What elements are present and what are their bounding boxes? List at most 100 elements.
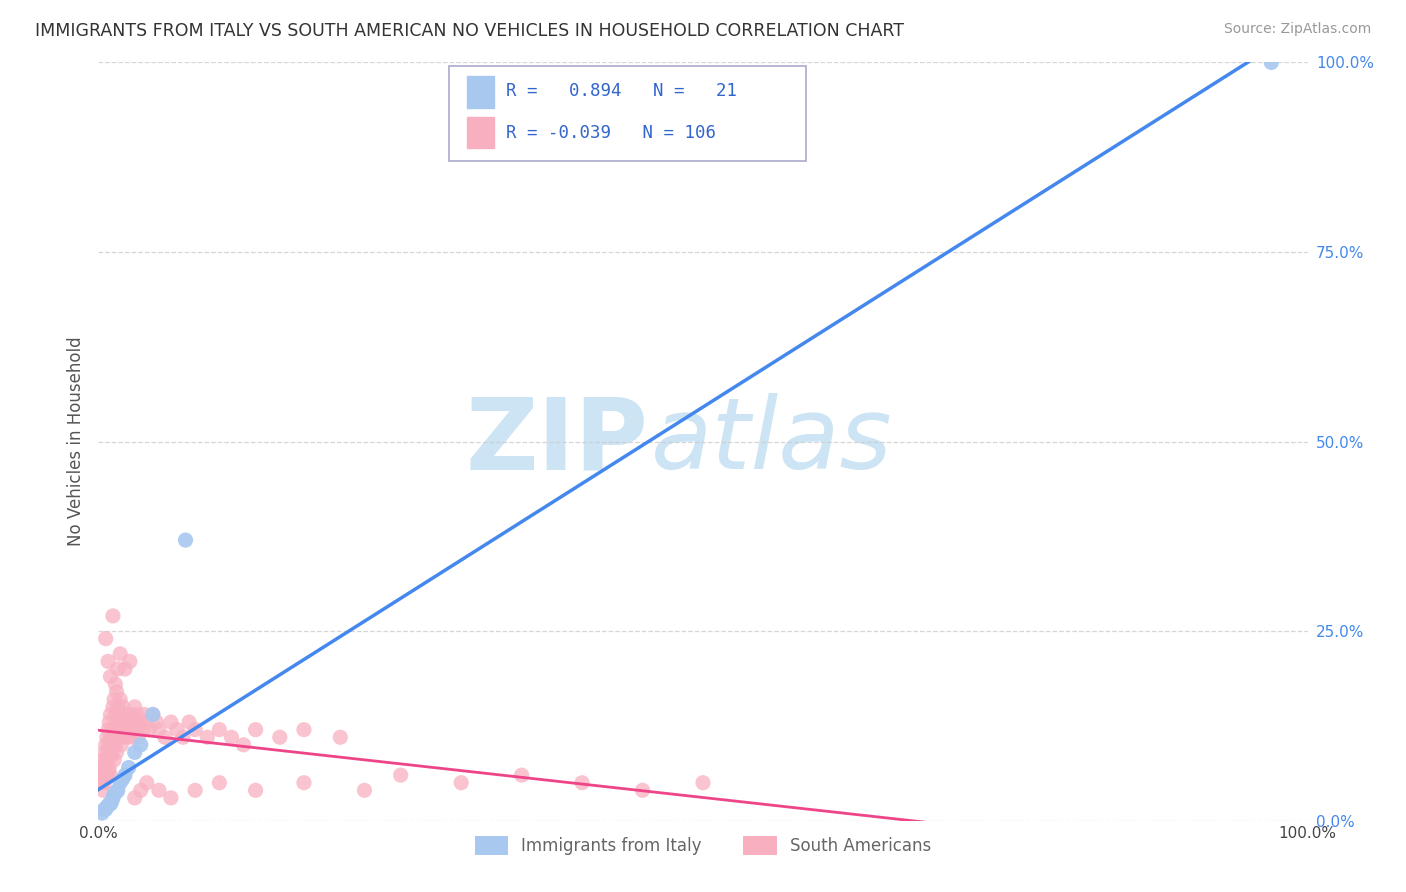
Point <box>179 715 201 730</box>
FancyBboxPatch shape <box>449 66 806 161</box>
Point <box>174 533 197 548</box>
Point <box>108 692 131 706</box>
Point <box>111 772 134 786</box>
Point <box>166 723 188 737</box>
Point <box>93 760 115 774</box>
Point <box>93 776 115 790</box>
Point <box>148 723 170 737</box>
Legend: Immigrants from Italy, South Americans: Immigrants from Italy, South Americans <box>468 829 938 862</box>
Point <box>91 753 114 767</box>
Point <box>172 730 194 744</box>
Point <box>93 802 115 816</box>
Point <box>103 723 125 737</box>
Point <box>184 723 207 737</box>
Point <box>107 662 129 676</box>
Point <box>269 730 291 744</box>
Point <box>104 677 127 691</box>
Point <box>115 707 138 722</box>
Point <box>94 753 117 767</box>
Point <box>124 791 146 805</box>
Point <box>107 699 129 714</box>
Y-axis label: No Vehicles in Household: No Vehicles in Household <box>66 336 84 547</box>
Point <box>100 795 122 809</box>
Point <box>96 800 118 814</box>
Point <box>90 768 112 782</box>
Point <box>105 785 128 799</box>
Text: R =   0.894   N =   21: R = 0.894 N = 21 <box>506 82 737 100</box>
Point <box>184 783 207 797</box>
Point <box>389 768 412 782</box>
Point <box>129 738 152 752</box>
Point <box>117 730 139 744</box>
Point <box>142 707 165 722</box>
Point <box>138 723 160 737</box>
Point <box>104 738 127 752</box>
Point <box>118 655 141 669</box>
Text: ZIP: ZIP <box>465 393 648 490</box>
Point <box>100 723 122 737</box>
Point <box>93 746 115 760</box>
Point <box>107 783 129 797</box>
Point <box>135 715 157 730</box>
Point <box>692 776 714 790</box>
Point <box>1260 55 1282 70</box>
Point <box>195 730 218 744</box>
Point <box>94 738 117 752</box>
Point <box>208 776 231 790</box>
Point <box>245 783 267 797</box>
Point <box>108 647 131 661</box>
Text: R = -0.039   N = 106: R = -0.039 N = 106 <box>506 124 716 142</box>
Point <box>101 791 124 805</box>
Point <box>104 707 127 722</box>
Point <box>110 707 132 722</box>
Point <box>120 707 142 722</box>
Point <box>103 753 125 767</box>
Point <box>108 715 131 730</box>
Point <box>103 692 125 706</box>
Point <box>100 730 122 744</box>
Point <box>91 768 114 782</box>
Point <box>94 768 117 782</box>
Point <box>101 608 124 623</box>
Text: IMMIGRANTS FROM ITALY VS SOUTH AMERICAN NO VEHICLES IN HOUSEHOLD CORRELATION CHA: IMMIGRANTS FROM ITALY VS SOUTH AMERICAN … <box>35 22 904 40</box>
Point <box>105 746 128 760</box>
Point <box>97 746 120 760</box>
Point <box>110 738 132 752</box>
Point <box>97 798 120 813</box>
Point <box>91 776 114 790</box>
Point <box>132 723 155 737</box>
Point <box>221 730 243 744</box>
Point <box>124 746 146 760</box>
Point <box>125 723 148 737</box>
Point <box>114 768 136 782</box>
Point <box>101 738 124 752</box>
Point <box>100 749 122 764</box>
Point <box>148 783 170 797</box>
Point <box>145 715 167 730</box>
Point <box>98 715 121 730</box>
Point <box>97 723 120 737</box>
Point <box>631 783 654 797</box>
Point <box>292 776 315 790</box>
Point <box>96 753 118 767</box>
Point <box>91 760 114 774</box>
Point <box>135 776 157 790</box>
Point <box>160 791 183 805</box>
Point <box>129 783 152 797</box>
Point <box>245 723 267 737</box>
Point <box>571 776 593 790</box>
Point <box>510 768 533 782</box>
Bar <box>467 117 494 148</box>
Point <box>353 783 375 797</box>
Point <box>232 738 254 752</box>
Point <box>105 715 128 730</box>
Point <box>127 707 149 722</box>
Point <box>98 760 121 774</box>
Point <box>96 768 118 782</box>
Point <box>329 730 352 744</box>
Text: atlas: atlas <box>651 393 893 490</box>
Point <box>96 730 118 744</box>
Point <box>111 730 134 744</box>
Text: Source: ZipAtlas.com: Source: ZipAtlas.com <box>1223 22 1371 37</box>
Point <box>112 715 135 730</box>
